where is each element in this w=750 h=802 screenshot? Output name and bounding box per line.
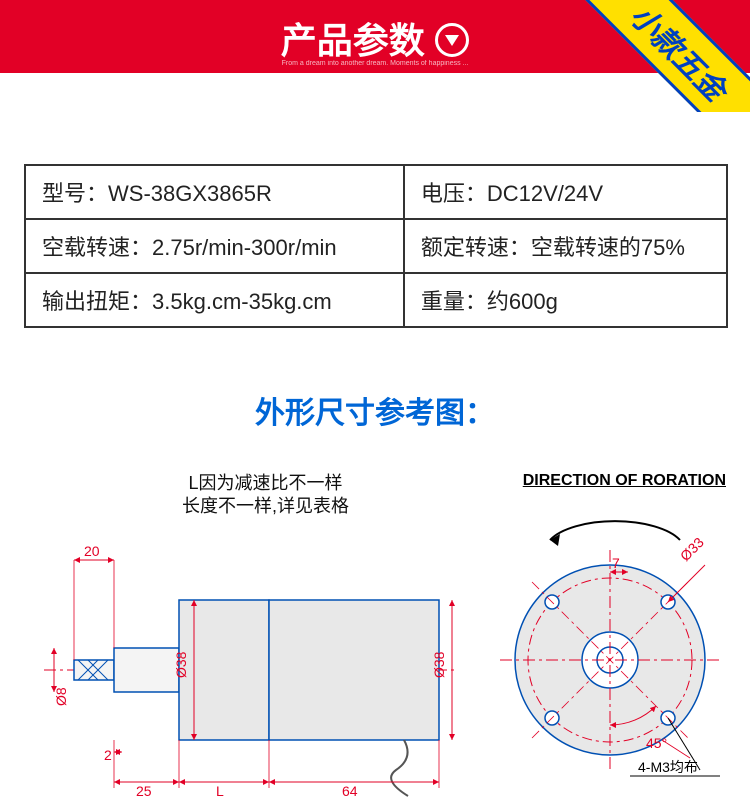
dim-gear-dia: Ø38 <box>173 651 189 678</box>
spec-value: 2.75r/min-300r/min <box>152 235 337 260</box>
spec-label: 重量： <box>421 289 487 314</box>
header-divider <box>0 72 750 112</box>
dim-motor-dia: Ø38 <box>431 651 447 678</box>
header-subtitle: From a dream into another dream. Moments… <box>0 60 750 68</box>
spec-value: DC12V/24V <box>487 181 603 206</box>
spec-table: 型号：WS-38GX3865R电压：DC12V/24V空载转速：2.75r/mi… <box>24 164 728 328</box>
spec-value: WS-38GX3865R <box>108 181 272 206</box>
spec-row: 型号：WS-38GX3865R电压：DC12V/24V <box>25 165 727 219</box>
section-title: 外形尺寸参考图： <box>0 388 750 432</box>
dim-holes-label: 4-M3均布 <box>638 759 698 775</box>
dim-hole-offset: 7 <box>612 555 620 571</box>
spec-cell-left: 输出扭矩：3.5kg.cm-35kg.cm <box>25 273 404 327</box>
chevron-down-circle-icon <box>435 23 469 57</box>
spec-label: 电压： <box>421 181 487 206</box>
spec-cell-left: 空载转速：2.75r/min-300r/min <box>25 219 404 273</box>
front-view-drawing: 7 Ø33 45° 4-M3均布 <box>490 500 740 800</box>
page-title: 产品参数 <box>281 12 425 64</box>
side-view-drawing: 20 Ø22 Ø8 Ø38 Ø38 2 25 L 64 <box>44 540 474 800</box>
dim-motor-len: 64 <box>342 783 358 799</box>
diagram-note-line1: L因为减速比不一样 <box>189 473 343 493</box>
dim-step-len: 25 <box>136 783 152 799</box>
dim-bolt-circle: Ø33 <box>677 534 707 564</box>
dim-shaft-len: 20 <box>84 543 100 559</box>
header-banner: 产品参数 From a dream into another dream. Mo… <box>0 0 750 112</box>
spec-value: 3.5kg.cm-35kg.cm <box>152 289 332 314</box>
diagram-note-line2: 长度不一样,详见表格 <box>182 496 349 516</box>
spec-value: 约600g <box>487 289 558 314</box>
spec-label: 型号： <box>42 181 108 206</box>
spec-cell-right: 电压：DC12V/24V <box>404 165 727 219</box>
spec-row: 空载转速：2.75r/min-300r/min额定转速：空载转速的75% <box>25 219 727 273</box>
diagram-area: L因为减速比不一样 长度不一样,详见表格 DIRECTION OF RORATI… <box>0 472 750 802</box>
dim-angle: 45° <box>646 735 667 751</box>
dim-step: 2 <box>104 747 112 763</box>
dim-shaft-dia: Ø8 <box>53 687 69 706</box>
header-main: 产品参数 From a dream into another dream. Mo… <box>0 0 750 72</box>
spec-cell-right: 重量：约600g <box>404 273 727 327</box>
dim-gear-len: L <box>216 783 224 799</box>
spec-cell-right: 额定转速：空载转速的75% <box>404 219 727 273</box>
spec-value: 空载转速的75% <box>531 235 685 260</box>
spec-label: 空载转速： <box>42 235 152 260</box>
spec-cell-left: 型号：WS-38GX3865R <box>25 165 404 219</box>
direction-label: DIRECTION OF RORATION <box>523 472 726 490</box>
diagram-note: L因为减速比不一样 长度不一样,详见表格 <box>182 472 349 519</box>
spec-label: 输出扭矩： <box>42 289 152 314</box>
spec-row: 输出扭矩：3.5kg.cm-35kg.cm重量：约600g <box>25 273 727 327</box>
spec-label: 额定转速： <box>421 235 531 260</box>
